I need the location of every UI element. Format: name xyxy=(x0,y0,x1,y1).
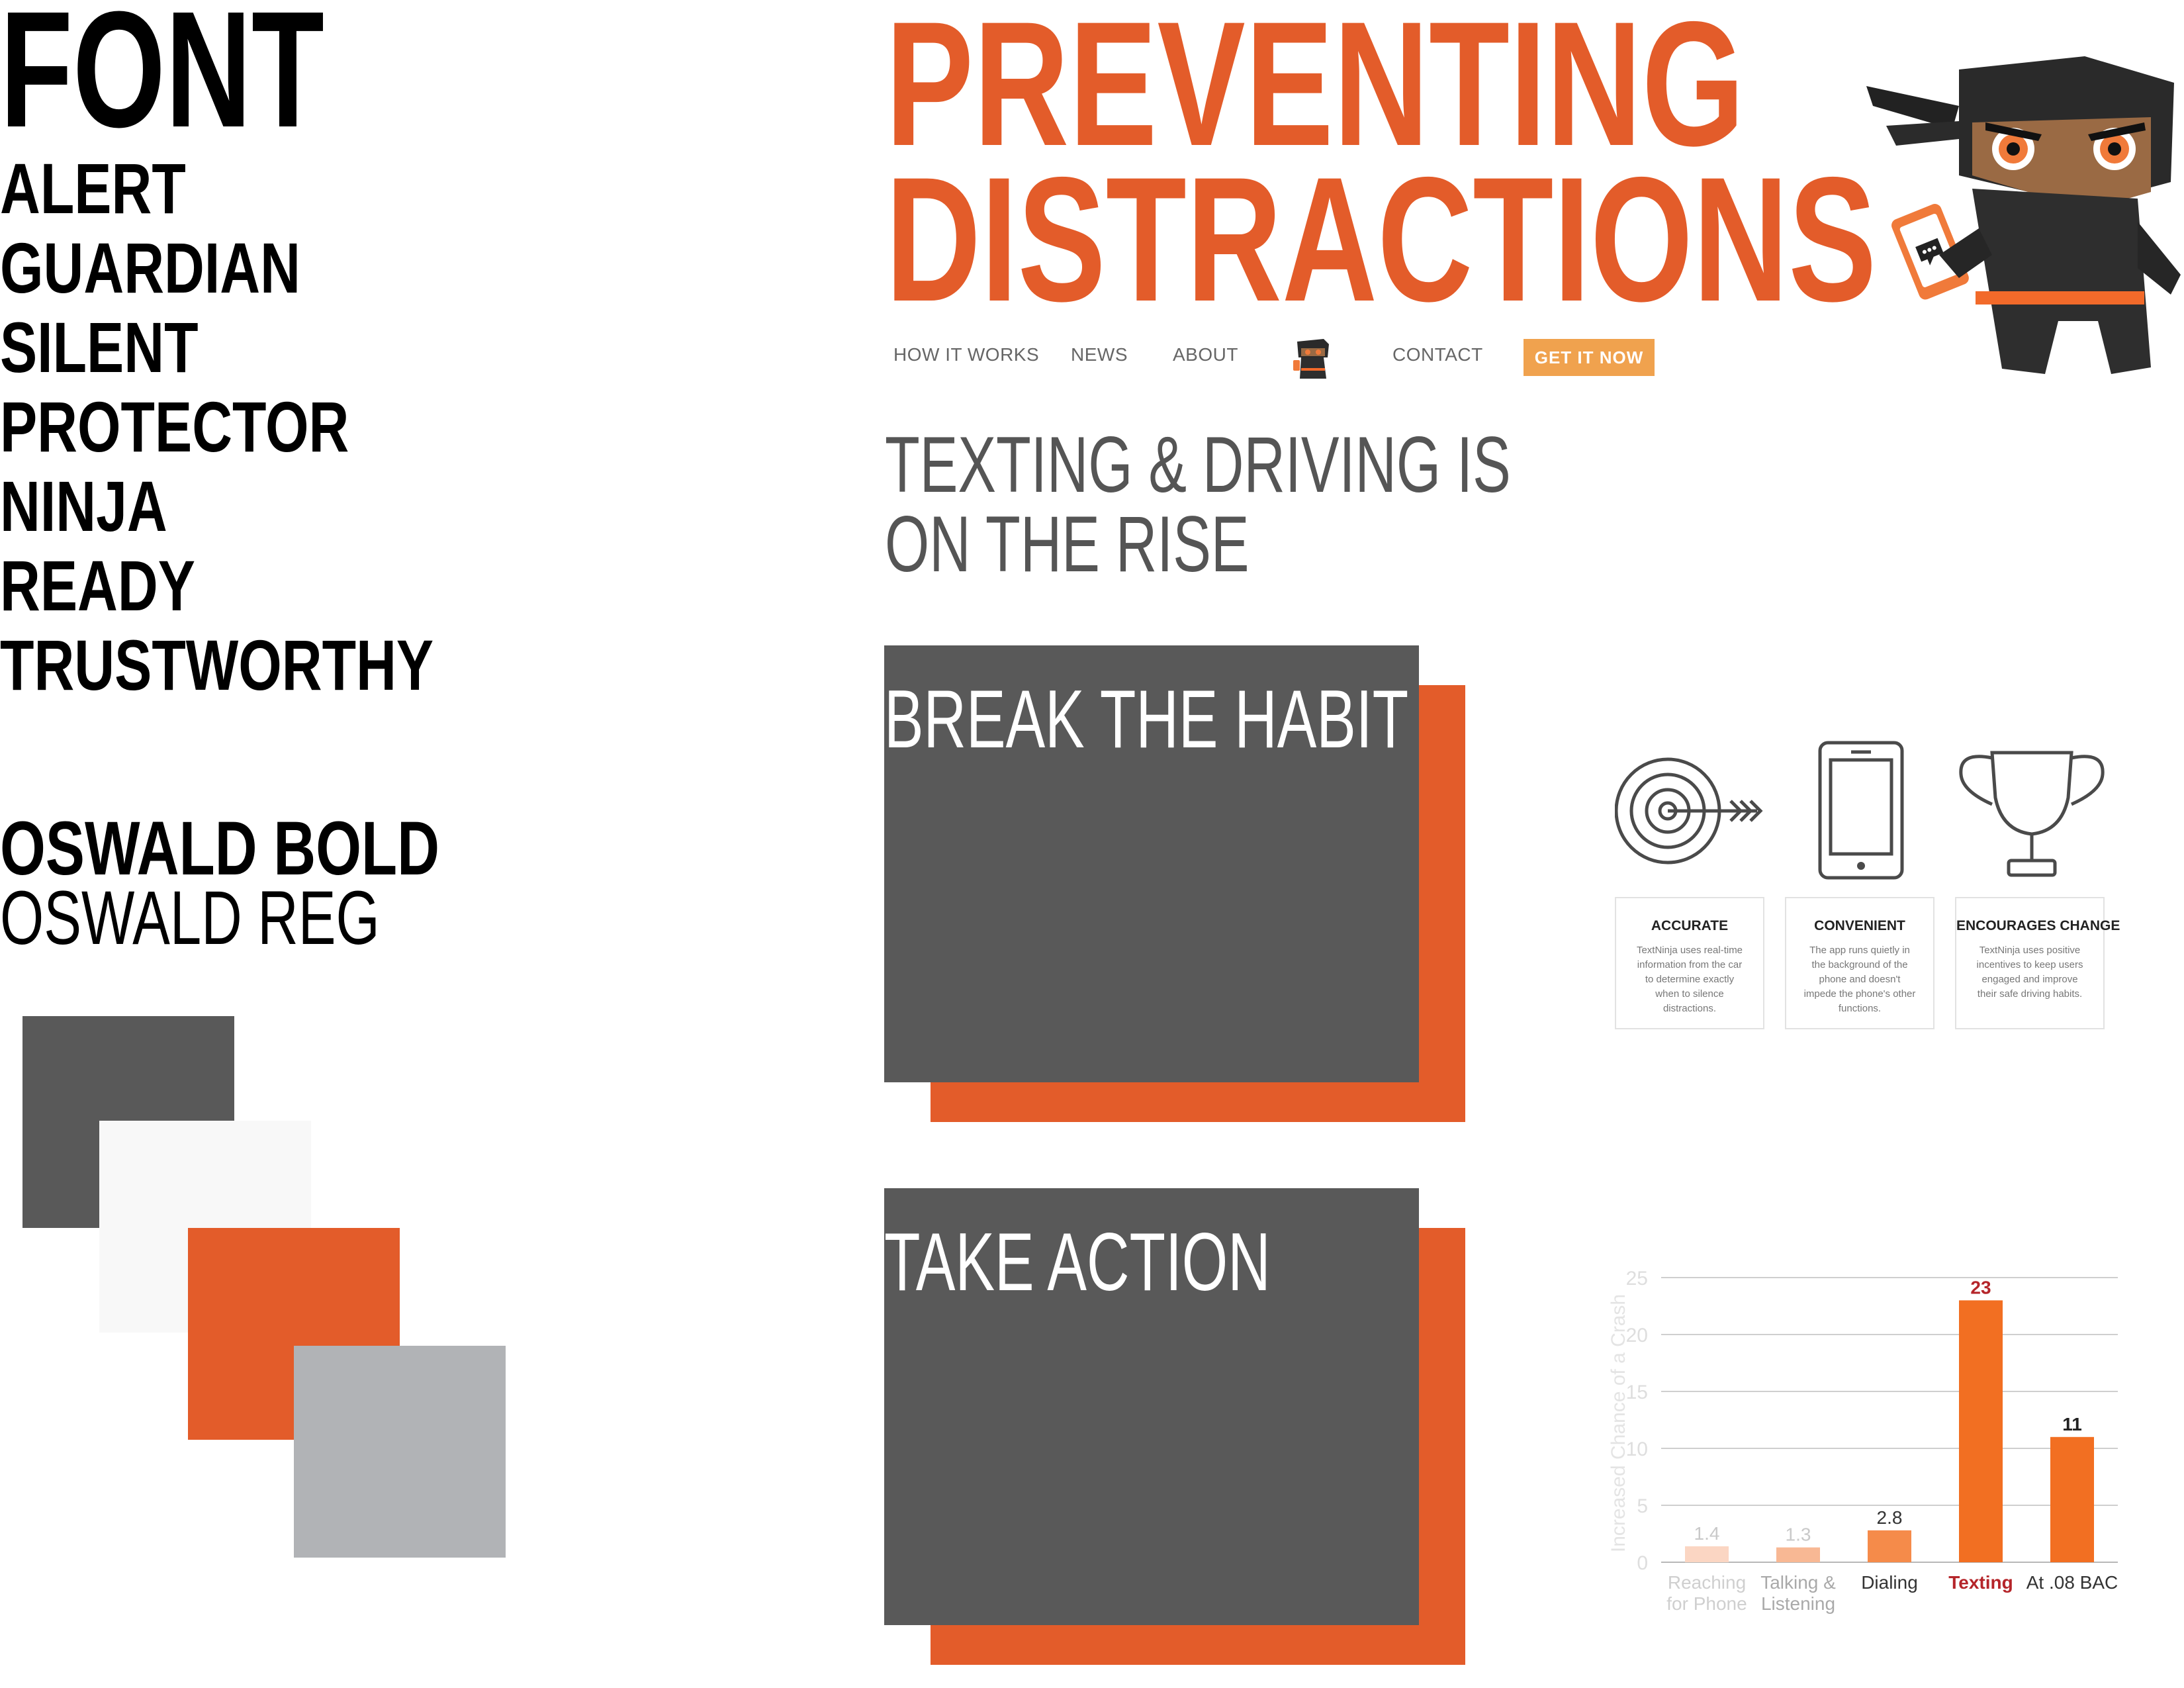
chart-value-label: 11 xyxy=(2062,1414,2082,1434)
chart-value-label: 1.4 xyxy=(1694,1523,1720,1544)
chart-bar xyxy=(1868,1530,1911,1562)
chart-y-tick-label: 0 xyxy=(1637,1552,1648,1574)
phone-icon xyxy=(1818,741,1904,880)
card-title: BREAK THE HABIT xyxy=(884,674,1409,765)
brand-word: READY xyxy=(0,545,195,626)
chart-bar xyxy=(1776,1547,1820,1562)
feature-description: TextNinja uses positive incentives to ke… xyxy=(1976,945,2083,1000)
chart-y-tick-label: 20 xyxy=(1626,1325,1648,1346)
nav-link-how-it-works[interactable]: HOW IT WORKS xyxy=(893,344,1040,365)
chart-value-label: 2.8 xyxy=(1877,1507,1903,1528)
nav-link-about[interactable]: ABOUT xyxy=(1173,344,1238,365)
chart-bar xyxy=(2050,1436,2094,1562)
target-icon xyxy=(1615,757,1763,865)
hero-title-line-2: DISTRACTIONS xyxy=(886,140,1877,338)
brand-word: ALERT xyxy=(0,148,186,228)
chart-category-label: Talking & xyxy=(1760,1572,1836,1593)
chart-category-label: Dialing xyxy=(1861,1572,1918,1593)
chart-bar xyxy=(1959,1300,2003,1562)
chart-category-label: Listening xyxy=(1761,1593,1835,1614)
chart-y-tick-label: 25 xyxy=(1626,1268,1648,1289)
brand-word: TRUSTWORTHY xyxy=(0,625,434,705)
feature-encourages-change: ENCOURAGES CHANGE TextNinja uses positiv… xyxy=(1955,897,2120,1029)
ninja-mascot-icon xyxy=(1866,56,2181,374)
brand-word: GUARDIAN xyxy=(0,228,300,308)
chart-category-label: Reaching xyxy=(1668,1572,1746,1593)
chart-category-label: Texting xyxy=(1948,1572,2013,1593)
font-heading: FONT xyxy=(0,0,324,162)
chart-y-tick-label: 10 xyxy=(1626,1438,1648,1460)
brand-word-list: ALERT GUARDIAN SILENT PROTECTOR NINJA RE… xyxy=(0,149,556,705)
get-it-now-button[interactable]: GET IT NOW xyxy=(1524,339,1655,376)
nav-link-contact[interactable]: CONTACT xyxy=(1392,344,1483,365)
nav-link-news[interactable]: NEWS xyxy=(1071,344,1128,365)
ninja-logo-icon[interactable] xyxy=(1292,338,1332,380)
card-break-the-habit[interactable]: BREAK THE HABIT xyxy=(884,645,1419,1082)
brand-word: NINJA xyxy=(0,466,167,546)
feature-description: The app runs quietly in the background o… xyxy=(1803,945,1916,1014)
card-title: TAKE ACTION xyxy=(884,1217,1271,1308)
feature-title: ENCOURAGES CHANGE xyxy=(1956,918,2120,933)
chart-value-label: 1.3 xyxy=(1786,1524,1811,1545)
headline-line-1: TEXTING & DRIVING IS xyxy=(885,420,1511,509)
chart-y-tick-label: 15 xyxy=(1626,1382,1648,1403)
feature-title: ACCURATE xyxy=(1651,918,1729,933)
chart-y-axis-label: Increased Chance of a Crash xyxy=(1608,1294,1629,1552)
feature-accurate: ACCURATE TextNinja uses real-time inform… xyxy=(1615,897,1764,1029)
feature-description: TextNinja uses real-time information fro… xyxy=(1636,945,1743,1014)
chart-y-tick-label: 5 xyxy=(1637,1495,1648,1517)
color-swatch-light-gray xyxy=(294,1346,506,1558)
card-take-action[interactable]: TAKE ACTION xyxy=(884,1188,1419,1625)
headline-line-2: ON THE RISE xyxy=(885,500,1250,588)
font-sample-regular: OSWALD REG xyxy=(0,876,380,961)
chart-value-label: 23 xyxy=(1970,1277,1991,1297)
chart-category-label: At .08 BAC xyxy=(2026,1572,2118,1593)
feature-convenient: CONVENIENT The app runs quietly in the b… xyxy=(1785,897,1934,1029)
brand-word: PROTECTOR xyxy=(0,387,349,467)
hero-title-line-1: PREVENTING xyxy=(886,0,1745,183)
brand-word: SILENT xyxy=(0,307,199,387)
chart-bar xyxy=(1685,1546,1729,1562)
trophy-icon xyxy=(1959,751,2105,877)
chart-category-label: for Phone xyxy=(1666,1593,1747,1614)
font-sample-bold: OSWALD BOLD xyxy=(0,806,440,891)
feature-title: CONVENIENT xyxy=(1814,918,1905,933)
